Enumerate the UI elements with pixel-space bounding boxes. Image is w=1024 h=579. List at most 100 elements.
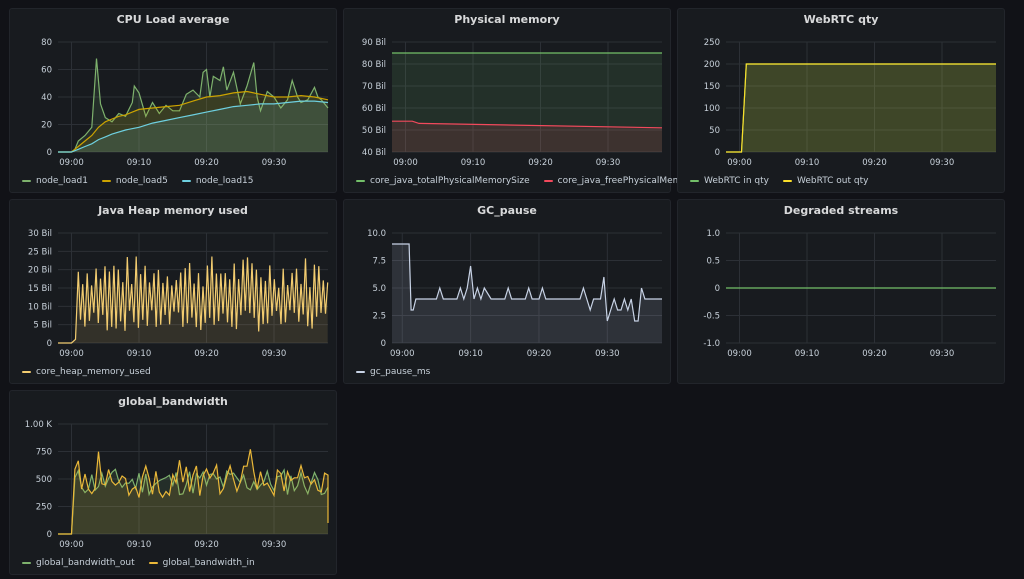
chart-svg: 40 Bil 50 Bil 60 Bil 70 Bil 80 Bil 90 Bil 09:0…	[362, 38, 663, 168]
x-tick-label: 09:20	[527, 349, 552, 359]
y-tick-label: 10 Bil	[28, 302, 52, 312]
series-area	[58, 91, 328, 152]
x-tick-label: 09:10	[127, 540, 152, 550]
series-area	[58, 58, 328, 152]
y-tick-label: 20 Bil	[28, 266, 52, 276]
legend-item[interactable]: global_bandwidth_in	[148, 558, 255, 568]
legend-item[interactable]: WebRTC in qty	[690, 176, 769, 186]
x-tick-label: 09:20	[194, 158, 219, 168]
y-tick-label: -1.0	[703, 339, 720, 349]
y-tick-label: 750	[36, 448, 52, 458]
y-tick-label: 5.0	[372, 284, 386, 294]
y-tick-label: 50	[709, 126, 720, 136]
series-line	[58, 100, 329, 153]
y-tick-label: 10.0	[367, 229, 386, 239]
series-line	[58, 58, 329, 153]
y-tick-label: 1.00 K	[25, 420, 53, 430]
legend-swatch	[356, 371, 365, 373]
panel-title[interactable]: WebRTC qty	[803, 13, 879, 26]
legend-item[interactable]: node_load5	[101, 176, 168, 186]
legend-item[interactable]: node_load1	[22, 176, 88, 186]
legend-label: WebRTC in qty	[704, 176, 769, 186]
panel-title[interactable]: CPU Load average	[116, 13, 230, 26]
x-tick-label: 09:00	[59, 158, 84, 168]
y-tick-label: 5 Bil	[33, 321, 52, 331]
y-tick-label: 25 Bil	[28, 247, 52, 257]
series-line	[58, 256, 329, 344]
y-tick-label: 0	[715, 148, 720, 158]
x-tick-label: 09:20	[194, 349, 219, 359]
legend-label: core_java_totalPhysicalMemorySize	[370, 176, 530, 186]
x-tick-label: 09:00	[727, 349, 752, 359]
y-tick-label: 0	[381, 339, 386, 349]
y-tick-label: 50 Bil	[362, 126, 386, 136]
panel-title[interactable]: Java Heap memory used	[98, 204, 248, 217]
legend-item[interactable]: gc_pause_ms	[356, 367, 430, 377]
x-tick-label: 09:10	[127, 349, 152, 359]
y-tick-label: 0	[715, 284, 720, 294]
x-tick-label: 09:30	[595, 349, 620, 359]
y-tick-label: 20	[41, 121, 52, 131]
y-tick-label: 60	[41, 66, 52, 76]
y-tick-label: 0.5	[706, 257, 720, 267]
legend-label: node_load5	[115, 176, 168, 186]
legend-item[interactable]: core_java_freePhysicalMemorySize	[543, 176, 714, 186]
chart-legend: global_bandwidth_out global_bandwidth_in	[22, 558, 255, 568]
y-tick-label: 7.5	[372, 257, 386, 267]
panel-java-heap: Java Heap memory used 0 5 Bil 10 Bil 15 Bil…	[9, 199, 337, 384]
x-tick-label: 09:30	[596, 158, 621, 168]
x-tick-label: 09:30	[262, 540, 287, 550]
legend-swatch	[22, 371, 31, 373]
chart-svg: -1.0 -0.5 0 0.5 1.0 09:00 09:10 09:20 09:30	[703, 229, 996, 359]
legend-item[interactable]: core_heap_memory_used	[22, 367, 151, 377]
legend-label: global_bandwidth_in	[162, 558, 255, 568]
legend-swatch	[22, 562, 31, 564]
series-area	[726, 64, 996, 152]
legend-swatch	[782, 180, 792, 182]
y-tick-label: 0	[47, 148, 52, 158]
y-tick-label: -0.5	[703, 312, 720, 322]
chart-legend: core_heap_memory_used	[22, 367, 151, 377]
series-area	[392, 53, 662, 152]
legend-item[interactable]: WebRTC out qty	[782, 176, 869, 186]
legend-swatch	[356, 180, 365, 182]
panel-webrtc-qty: WebRTC qty 0 50 100 150 200 250 09:00 09:10 09:2…	[677, 8, 1005, 193]
legend-swatch	[148, 562, 158, 564]
panel-global-bandwidth: global_bandwidth 0 250 500 750 1.00 K 09:00 09…	[9, 390, 337, 575]
y-tick-label: 80	[41, 38, 52, 48]
series-line	[392, 120, 663, 129]
legend-item[interactable]: node_load15	[181, 176, 254, 186]
chart-svg: 0 5 Bil 10 Bil 15 Bil 20 Bil 25 Bil 30 Bil 09:0…	[28, 229, 329, 359]
x-tick-label: 09:20	[862, 158, 887, 168]
x-tick-label: 09:10	[795, 349, 820, 359]
legend-item[interactable]: global_bandwidth_out	[22, 558, 135, 568]
legend-label: WebRTC out qty	[796, 176, 869, 186]
panel-title[interactable]: Degraded streams	[783, 204, 899, 217]
series-line	[392, 243, 662, 322]
legend-swatch	[690, 180, 699, 182]
series-area	[58, 449, 328, 534]
y-tick-label: 80 Bil	[362, 60, 386, 70]
panel-title[interactable]: global_bandwidth	[118, 395, 228, 408]
x-tick-label: 09:10	[795, 158, 820, 168]
chart-svg: 0 50 100 150 200 250 09:00 09:10 09:20 09:30	[704, 38, 996, 168]
legend-item[interactable]: core_java_totalPhysicalMemorySize	[356, 176, 530, 186]
panel-title[interactable]: GC_pause	[477, 204, 537, 217]
series-area	[726, 64, 996, 152]
y-tick-label: 40	[41, 93, 52, 103]
panel-physical-memory: Physical memory 40 Bil 50 Bil 60 Bil 70 Bil…	[343, 8, 714, 193]
x-tick-label: 09:20	[528, 158, 553, 168]
y-tick-label: 2.5	[372, 312, 386, 322]
legend-swatch	[181, 180, 191, 182]
y-tick-label: 90 Bil	[362, 38, 386, 48]
chart-legend: gc_pause_ms	[356, 367, 430, 377]
x-tick-label: 09:00	[59, 349, 84, 359]
legend-label: gc_pause_ms	[370, 367, 431, 377]
legend-swatch	[543, 180, 553, 182]
x-tick-label: 09:10	[461, 158, 486, 168]
y-tick-label: 250	[36, 503, 52, 513]
y-tick-label: 0	[47, 339, 52, 349]
panel-title[interactable]: Physical memory	[454, 13, 560, 26]
legend-label: core_heap_memory_used	[36, 367, 151, 377]
x-tick-label: 09:10	[458, 349, 483, 359]
